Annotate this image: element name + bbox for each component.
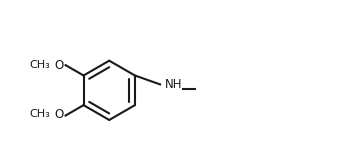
Text: O: O: [55, 108, 64, 120]
Text: NH: NH: [165, 78, 182, 91]
Text: O: O: [55, 59, 64, 72]
Text: CH₃: CH₃: [30, 60, 50, 70]
Text: CH₃: CH₃: [30, 109, 50, 119]
